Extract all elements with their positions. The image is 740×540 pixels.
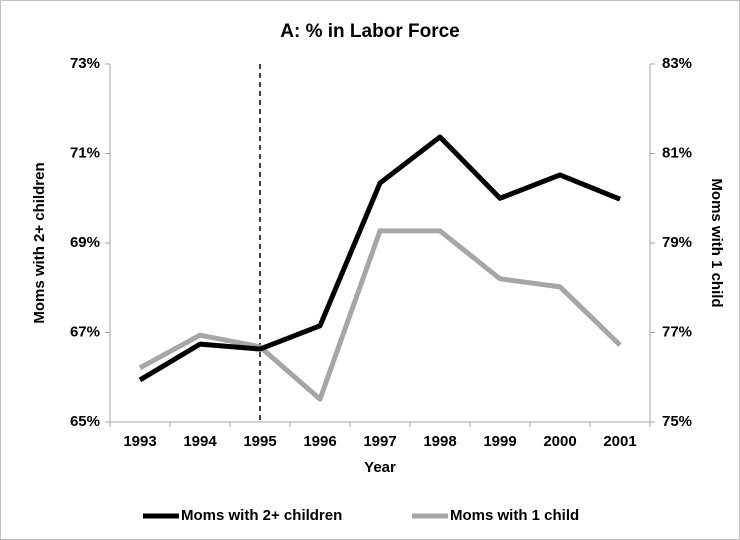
y2-tick-label: 79% (662, 234, 692, 251)
x-tick-label: 1998 (423, 433, 456, 450)
line-series (138, 228, 622, 402)
x-tick-label: 2001 (603, 433, 636, 450)
y2-tick-label: 77% (662, 323, 692, 340)
y-tick-label: 73% (70, 55, 100, 72)
y-tick-label: 65% (70, 413, 100, 430)
y2-axis-title: Moms with 1 child (708, 178, 725, 307)
x-tick-label: 1994 (183, 433, 217, 450)
legend-label: Moms with 2+ children (181, 507, 342, 524)
y2-tick-label: 83% (662, 55, 692, 72)
x-tick-label: 2000 (543, 433, 576, 450)
y-tick-label: 67% (70, 323, 100, 340)
x-tick-label: 1999 (483, 433, 516, 450)
x-tick-label: 1997 (363, 433, 396, 450)
y-tick-label: 69% (70, 234, 100, 251)
legend-label: Moms with 1 child (450, 507, 579, 524)
y-tick-label: 71% (70, 144, 100, 161)
x-tick-label: 1995 (243, 433, 276, 450)
x-axis-title: Year (364, 459, 396, 476)
y2-tick-label: 75% (662, 413, 692, 430)
x-tick-label: 1996 (303, 433, 336, 450)
line-series (138, 134, 621, 383)
y2-tick-label: 81% (662, 144, 692, 161)
y-axis-title: Moms with 2+ children (31, 162, 48, 323)
x-tick-label: 1993 (123, 433, 156, 450)
chart-title: A: % in Labor Force (280, 21, 459, 42)
